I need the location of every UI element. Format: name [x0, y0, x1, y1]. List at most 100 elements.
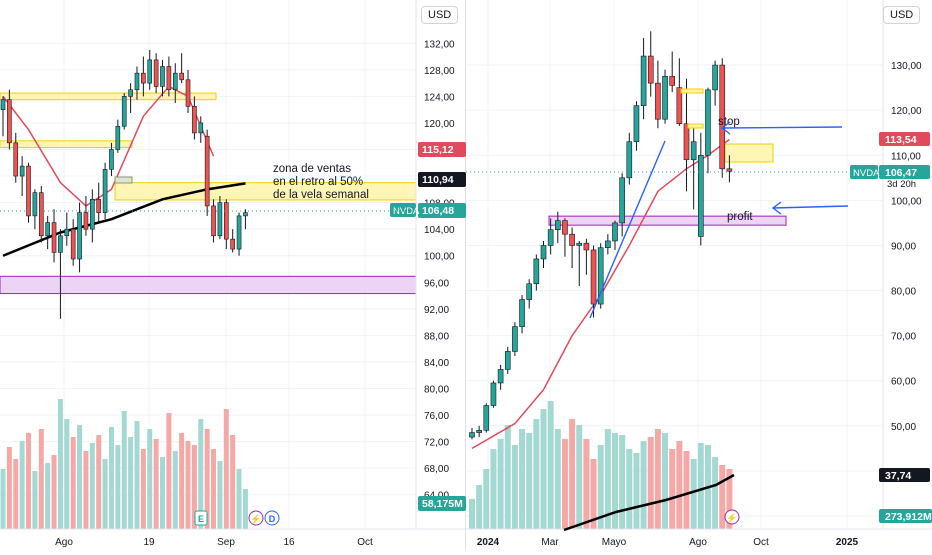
price-axis-tick: 70,00	[891, 332, 916, 343]
volume-bar	[191, 445, 197, 529]
volume-bar	[51, 455, 57, 529]
event-badge	[724, 509, 740, 525]
volume-bar	[511, 445, 518, 529]
candle-up	[490, 382, 497, 406]
volume-bar	[583, 439, 590, 529]
volume-bar	[108, 427, 114, 529]
volume-bar	[121, 411, 127, 529]
demand-zone	[548, 215, 787, 226]
volume-bar	[32, 471, 38, 529]
price-axis-tick: 132,00	[424, 39, 455, 50]
candle-down	[683, 123, 690, 161]
right-chart-svg[interactable]: 130,00 120,00 110,00 100,00 90,00 80,00 70,00 6…	[466, 0, 932, 550]
symbol-tag	[850, 165, 878, 179]
price-tag	[418, 203, 466, 218]
price-tag-label: 58,175M	[422, 498, 463, 510]
candle-down	[583, 242, 590, 251]
candle-down	[7, 99, 12, 144]
price-axis-tick: 50,00	[891, 422, 916, 433]
candle-down	[719, 64, 726, 170]
candle-down	[38, 192, 44, 237]
candle-up	[712, 64, 718, 91]
volume-bar	[0, 469, 6, 529]
candle-down	[647, 55, 654, 84]
time-axis-tick: 2024	[477, 537, 500, 548]
volume-bar	[26, 433, 32, 529]
price-tag	[418, 496, 466, 511]
candle-up	[115, 125, 121, 150]
price-tag-label: 3d 20h	[887, 179, 916, 190]
candle-up	[469, 432, 475, 438]
event-badge-label: ⚡	[250, 513, 261, 525]
price-axis-tick: 68,00	[424, 464, 449, 475]
price-tag	[879, 132, 930, 146]
price-axis-tick: 72,00	[424, 438, 449, 449]
volume-bar	[662, 433, 669, 529]
zone-marker	[687, 123, 704, 129]
candle-down	[96, 198, 101, 213]
volume-bar	[102, 459, 108, 529]
volume-bar	[547, 401, 554, 529]
volume-bar	[172, 451, 178, 529]
price-tag-label: 106,47	[885, 167, 917, 179]
volume-bar	[179, 433, 185, 529]
right-chart-pane[interactable]: 130,00 120,00 110,00 100,00 90,00 80,00 70,00 6…	[466, 0, 932, 550]
volume-bar	[217, 461, 223, 529]
left-chart-pane[interactable]: 132,00128,00124,00120,00116,00112,00108,…	[0, 0, 466, 550]
candle-up	[121, 96, 127, 127]
candle-up	[626, 141, 633, 179]
candle-up	[128, 89, 133, 97]
candle-down	[70, 228, 76, 260]
volume-bar	[576, 425, 583, 529]
volume-bar	[483, 469, 490, 529]
candle-up	[555, 220, 561, 230]
volume-bar	[497, 439, 504, 529]
arrow-head	[720, 121, 731, 135]
event-badge-label: D	[269, 514, 276, 524]
time-axis-tick: Mar	[541, 537, 559, 548]
candle-up	[147, 59, 153, 84]
candle-up	[597, 247, 604, 305]
candle-up	[640, 55, 647, 106]
candle-up	[476, 430, 482, 433]
candle-up	[547, 229, 554, 246]
candle-down	[204, 135, 210, 207]
volume-bar	[166, 413, 172, 529]
volume-bar	[153, 439, 159, 529]
volume-bar	[45, 463, 51, 529]
price-axis-tick: 80,00	[424, 385, 449, 396]
candle-up	[0, 99, 6, 110]
price-tag-label: 113,54	[885, 134, 917, 146]
price-axis-tick: 100,00	[891, 196, 922, 207]
trendline	[589, 140, 666, 319]
volume-bar	[140, 449, 146, 529]
candle-up	[698, 154, 704, 237]
left-currency-label[interactable]: USD	[421, 6, 459, 24]
volume-bar	[504, 425, 511, 529]
price-axis-tick: 130,00	[891, 61, 922, 72]
candle-up	[662, 76, 668, 120]
price-axis-tick: 104,00	[424, 225, 455, 236]
candle-up	[612, 222, 618, 242]
right-currency-label[interactable]: USD	[883, 6, 921, 24]
volume-bar	[57, 399, 63, 529]
symbol-label: NVDA	[853, 168, 880, 179]
annotation-label: profit	[727, 211, 753, 223]
price-tag	[879, 165, 930, 179]
candle-up	[619, 177, 625, 224]
volume-bar	[70, 437, 76, 529]
candle-down	[185, 79, 191, 107]
volume-bar	[211, 449, 217, 529]
volume-bar	[712, 457, 719, 529]
volume-bar	[160, 457, 165, 529]
candle-down	[224, 202, 229, 240]
left-chart-svg[interactable]: 132,00128,00124,00120,00116,00112,00108,…	[0, 0, 466, 550]
candle-down	[166, 66, 172, 91]
candle-up	[45, 222, 50, 237]
volume-bar	[540, 409, 547, 529]
time-axis-tick: Oct	[753, 537, 769, 548]
candle-up	[519, 299, 525, 327]
price-tag-label: 273,912M	[885, 511, 932, 523]
annotation-text-line: de la vela semanal	[273, 189, 369, 201]
volume-bar	[647, 437, 654, 529]
